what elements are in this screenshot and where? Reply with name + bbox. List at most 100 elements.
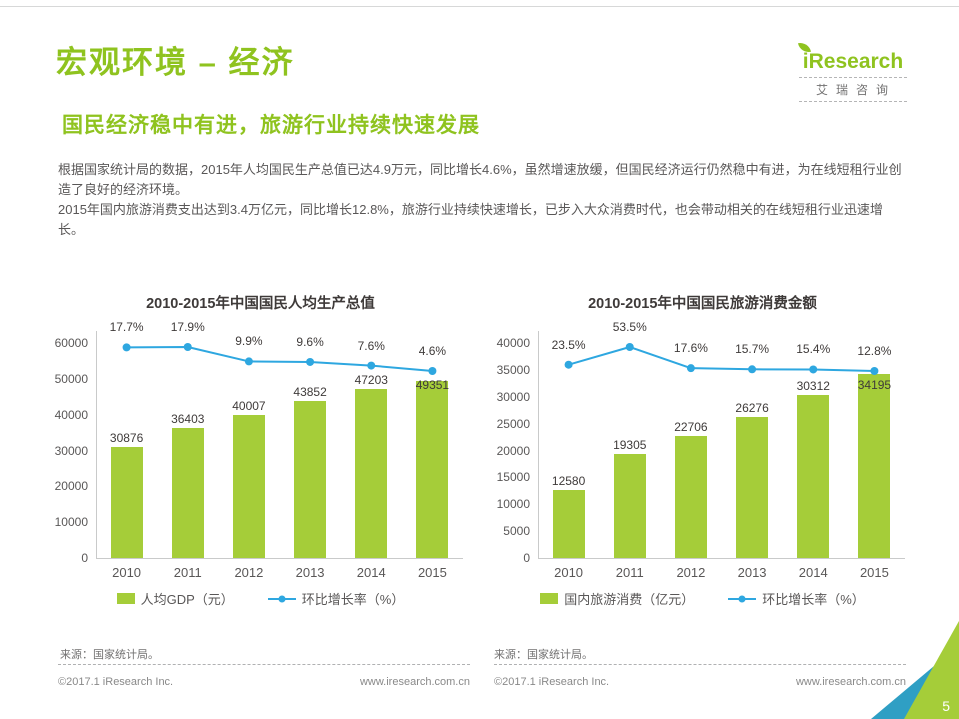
x-axis-label: 2012 [234,565,264,580]
copyright-text: ©2017.1 iResearch Inc. [494,676,610,688]
x-axis-label: 2010 [112,565,142,580]
bar-value-label: 22706 [674,419,708,434]
bar-value-label: 49351 [415,378,450,392]
footer-divider [58,664,470,665]
line-value-label: 7.6% [357,338,385,353]
y-axis-label: 40000 [496,336,530,350]
y-axis-label: 40000 [54,407,88,422]
x-axis-label: 2015 [417,565,447,580]
legend-item-bar: 人均GDP（元） [116,589,234,608]
bar-legend-swatch-icon [116,593,135,604]
line-value-label: 23.5% [551,337,586,352]
chart-title: 2010-2015年中国国民旅游消费金额 [588,296,817,312]
legend-item-line: 环比增长率（%） [267,589,405,608]
bar-legend-label: 国内旅游消费（亿元） [564,592,695,607]
page-title: 宏观环境 – 经济 [56,45,295,80]
x-axis-line [538,558,905,559]
bar [736,416,769,558]
legend-item-bar: 国内旅游消费（亿元） [540,589,694,608]
logo-text: iResearch [802,50,904,73]
line-point-dot [244,357,253,366]
line-point-dot [306,357,315,366]
footer-divider [494,664,906,665]
line-point-dot [367,361,376,370]
y-axis-line [96,331,97,558]
y-axis-label: 25000 [496,416,530,431]
y-axis-label: 10000 [54,515,88,530]
line-point-dot [625,343,634,351]
line-value-label: 17.7% [109,320,144,335]
page-number: 5 [942,698,950,714]
bar-legend-label: 人均GDP（元） [140,592,234,607]
chart-legend: 人均GDP（元） 环比增长率（%） [48,589,473,608]
bar-value-label: 47203 [354,372,388,387]
bar-value-label: 30876 [109,431,144,446]
line-point-dot [428,367,437,375]
line-value-label: 17.9% [170,320,205,334]
top-divider [0,6,959,7]
y-axis-label: 20000 [496,443,530,458]
y-axis-label: 60000 [54,336,88,350]
logo-chinese-name: 艾瑞咨询 [799,77,907,102]
line-value-label: 53.5% [612,320,647,334]
y-axis-label: 5000 [503,524,530,539]
bar-value-label: 43852 [293,384,327,399]
bar-legend-swatch-icon [540,593,559,604]
line-legend-marker-icon [267,595,296,602]
bar [613,454,646,558]
line-value-label: 4.6% [418,344,447,358]
bar [294,400,327,558]
logo-wordmark: iResearch [797,40,904,74]
intro-text: 根据国家统计局的数据，2015年人均国民生产总值已达4.9万元，同比增长4.6%… [58,160,906,240]
y-axis-label: 20000 [54,479,88,494]
line-legend-label: 环比增长率（%） [762,592,865,607]
bar [858,374,891,558]
line-legend-label: 环比增长率（%） [301,592,405,607]
bar-value-label: 26276 [735,400,769,415]
bar [416,381,449,558]
tourism-consumption-chart: 2010-2015年中国国民旅游消费金额 国内旅游消费（亿元） 环比增长率（%）… [490,288,915,623]
y-axis-label: 0 [81,551,88,565]
y-axis-label: 15000 [496,470,530,485]
bar-value-label: 40007 [232,398,266,413]
x-axis-label: 2011 [615,565,644,580]
x-axis-label: 2015 [859,565,889,580]
bar [552,490,585,558]
x-axis-label: 2013 [295,565,325,580]
footer-right: ©2017.1 iResearch Inc. www.iresearch.com… [494,676,906,688]
line-point-dot [183,343,192,351]
bar-value-label: 30312 [796,379,830,394]
line-point-dot [809,365,818,374]
bar-value-label: 34195 [857,378,892,392]
line-point-dot [564,360,573,369]
line-value-label: 9.9% [235,334,263,349]
footer-left: ©2017.1 iResearch Inc. www.iresearch.com… [58,676,470,688]
page-subtitle: 国民经济稳中有进，旅游行业持续快速发展 [62,114,480,137]
y-axis-label: 35000 [496,362,530,377]
line-value-label: 15.4% [796,342,831,357]
line-value-label: 9.6% [296,334,324,349]
body-paragraph: 根据国家统计局的数据，2015年人均国民生产总值已达4.9万元，同比增长4.6%… [58,162,902,197]
website-text: www.iresearch.com.cn [795,676,906,688]
line-point-dot [122,343,131,352]
y-axis-label: 10000 [496,497,530,512]
website-text: www.iresearch.com.cn [359,676,470,688]
y-axis-label: 0 [523,551,530,565]
bar-value-label: 36403 [171,411,205,426]
source-note: 来源：国家统计局。 [60,649,159,661]
line-legend-marker-icon [728,595,757,602]
copyright-text: ©2017.1 iResearch Inc. [58,676,174,688]
legend-item-line: 环比增长率（%） [728,589,865,608]
y-axis-label: 50000 [54,371,88,386]
bar-value-label: 12580 [551,474,586,489]
x-axis-label: 2014 [356,565,386,580]
bar [355,388,388,558]
x-axis-line [96,558,463,559]
bar [232,414,265,558]
x-axis-label: 2011 [173,565,202,580]
line-value-label: 17.6% [673,341,708,356]
line-point-dot [748,365,757,374]
line-value-label: 12.8% [857,344,892,358]
y-axis-label: 30000 [54,443,88,458]
source-note: 来源：国家统计局。 [494,649,593,661]
